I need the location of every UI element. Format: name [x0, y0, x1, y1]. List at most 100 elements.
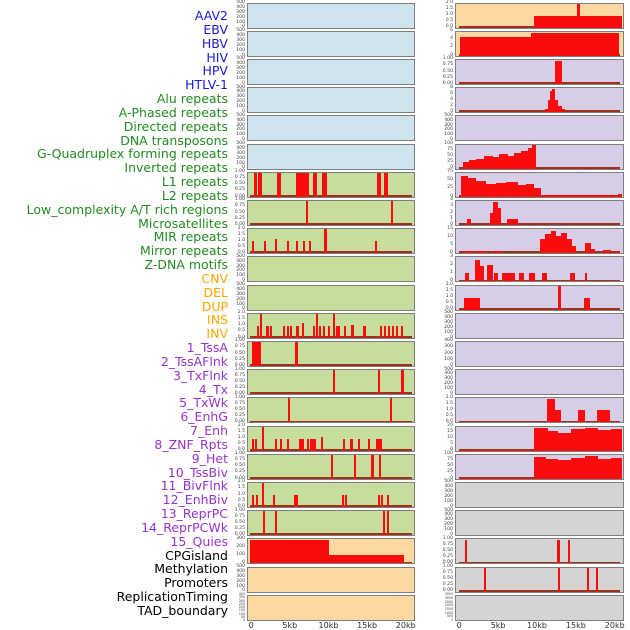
x-tick-label: 15kb	[357, 621, 378, 630]
y-axis-ticks: 1.00 0.75 0.50 0.25 0.00	[213, 508, 245, 538]
data-bar	[302, 241, 305, 254]
data-bar	[567, 239, 573, 254]
y-tick-label: 100	[236, 552, 245, 558]
y-tick-label: 400	[236, 33, 245, 39]
y-tick-label: 300	[444, 376, 453, 382]
plot-area	[248, 60, 414, 84]
track-label: INS	[207, 312, 228, 328]
data-bar	[567, 540, 571, 564]
y-axis-ticks: 500 400 300 200 100 0	[213, 282, 245, 312]
data-bar	[572, 245, 577, 254]
track-plot-5-txwk	[455, 171, 624, 198]
plot-area	[456, 116, 623, 140]
x-tick-label: 5kb	[282, 621, 298, 630]
y-tick-label: 0.0	[445, 419, 453, 425]
data-bar	[492, 202, 498, 225]
y-tick-label: 25	[447, 185, 453, 191]
track-plot-hbv	[247, 58, 415, 85]
y-tick-label: 500	[236, 282, 245, 287]
data-bar	[378, 438, 382, 451]
plot-area	[248, 88, 414, 112]
data-bar	[490, 212, 493, 225]
plot-area	[248, 145, 414, 169]
data-bar	[273, 494, 276, 507]
y-tick-label: 100	[236, 19, 245, 25]
data-bar	[494, 251, 502, 254]
y-tick-label: 0.5	[445, 300, 453, 306]
y-tick-label: 6	[450, 28, 453, 34]
y-tick-label: 0	[242, 588, 245, 594]
data-bar	[350, 324, 355, 338]
data-bar	[466, 218, 472, 225]
data-bar	[333, 370, 336, 395]
signal-baseline	[458, 251, 621, 254]
data-bar	[261, 426, 264, 451]
track-label: 13_ReprPC	[160, 506, 228, 522]
y-tick-label: 0	[450, 475, 453, 481]
data-bar	[270, 325, 273, 338]
y-tick-label: 500	[444, 507, 453, 513]
y-tick-label: 200	[236, 99, 245, 105]
y-tick-label: 400	[444, 117, 453, 123]
y-tick-label: 1.00	[442, 56, 453, 62]
y-tick-label: 75	[447, 457, 453, 463]
y-tick-label: 3	[450, 203, 453, 209]
y-tick-label: 0	[242, 108, 245, 114]
y-tick-label: 0.5	[237, 243, 245, 249]
y-tick-label: 0.75	[234, 372, 245, 378]
y-tick-label: 200	[236, 578, 245, 584]
y-tick-label: 500	[444, 479, 453, 485]
track-label: 4_Tx	[198, 381, 228, 397]
track-label: 12_EnhBiv	[162, 492, 228, 508]
track-label: Low_complexity A/T rich regions	[26, 201, 228, 217]
data-bar	[506, 218, 518, 225]
data-bar	[344, 494, 347, 507]
y-tick-label: 0	[450, 52, 453, 58]
y-tick-label: 1.5	[237, 231, 245, 237]
y-tick-label: 0.00	[234, 475, 245, 481]
data-bar	[296, 325, 299, 338]
track-plot-a-phased-repeats	[247, 199, 415, 226]
data-bar	[349, 438, 354, 451]
data-bar	[342, 438, 345, 451]
plot-area	[248, 257, 414, 281]
y-tick-label: 200	[236, 127, 245, 133]
track-label: L1 repeats	[161, 174, 228, 190]
y-axis-ticks: 500 400 300 200 100 0	[421, 113, 453, 143]
data-bar	[251, 438, 255, 451]
y-tick-label: 2.0	[237, 225, 245, 231]
data-bar	[484, 156, 493, 169]
y-tick-label: 0	[242, 165, 245, 171]
data-bar	[318, 325, 321, 338]
plot-area	[248, 482, 414, 507]
y-tick-label: 3500	[444, 592, 453, 597]
data-bar	[280, 438, 283, 451]
y-tick-label: 1.00	[442, 535, 453, 541]
y-tick-label: 0.25	[234, 384, 245, 390]
y-tick-label: 0.50	[442, 68, 453, 74]
plot-area	[248, 286, 414, 310]
y-tick-label: 0	[450, 531, 453, 537]
track-plot-methylation	[455, 510, 624, 537]
data-bar	[597, 458, 612, 479]
y-tick-label: 300	[444, 122, 453, 128]
track-plot-7-enh	[455, 228, 624, 255]
data-bar	[336, 325, 341, 338]
y-tick-label: 0.25	[234, 525, 245, 531]
y-tick-label: 5	[450, 441, 453, 447]
plot-area	[248, 511, 414, 536]
y-tick-label: 0	[242, 137, 245, 143]
y-tick-label: 4	[450, 36, 453, 42]
plot-area	[456, 483, 623, 507]
y-tick-label: 0.50	[234, 209, 245, 215]
y-axis-ticks: 100 75 50 25 0	[421, 452, 453, 481]
y-tick-label: 200	[236, 14, 245, 20]
data-bar	[295, 341, 298, 366]
plot-area	[456, 314, 623, 338]
y-tick-label: 0.50	[442, 547, 453, 553]
y-tick-label: 0.00	[442, 80, 453, 86]
data-bar	[484, 568, 487, 592]
y-tick-label: 1000	[444, 610, 453, 615]
data-bar	[585, 242, 592, 254]
data-bar	[266, 325, 269, 338]
